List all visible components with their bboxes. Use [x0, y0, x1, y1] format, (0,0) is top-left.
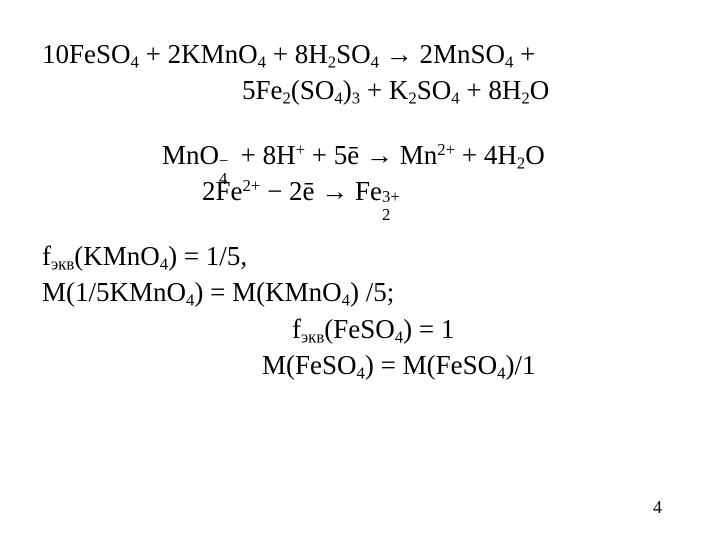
m-kmno4: M(1/5KMnO4) = M(KMnO4) /5; — [42, 274, 682, 310]
equation-line-1: 10FeSO4 + 2KMnO4 + 8H2SO4 → 2MnSO4 + — [42, 36, 682, 72]
half-reactions: MnO4− + 8H+ + 5ē → Mn2+ + 4H2O 2Fe2+ − 2… — [42, 137, 682, 210]
m-feso4: M(FeSO4) = M(FeSO4)/1 — [42, 347, 682, 383]
f-ekv-kmno4: fэкв(KMnO4) = 1/5, — [42, 238, 682, 274]
page-number: 4 — [653, 497, 662, 518]
equation-line-2: 5Fe2(SO4)3 + K2SO4 + 8H2O — [42, 72, 682, 108]
equivalent-factors: fэкв(KMnO4) = 1/5, M(1/5KMnO4) = M(KMnO4… — [42, 238, 682, 384]
main-equation: 10FeSO4 + 2KMnO4 + 8H2SO4 → 2MnSO4 + 5Fe… — [42, 36, 682, 109]
half-reaction-1: MnO4− + 8H+ + 5ē → Mn2+ + 4H2O — [42, 137, 682, 173]
half-reaction-2: 2Fe2+ − 2ē → Fe23+ — [42, 173, 682, 209]
f-ekv-feso4: fэкв(FeSO4) = 1 — [42, 311, 682, 347]
